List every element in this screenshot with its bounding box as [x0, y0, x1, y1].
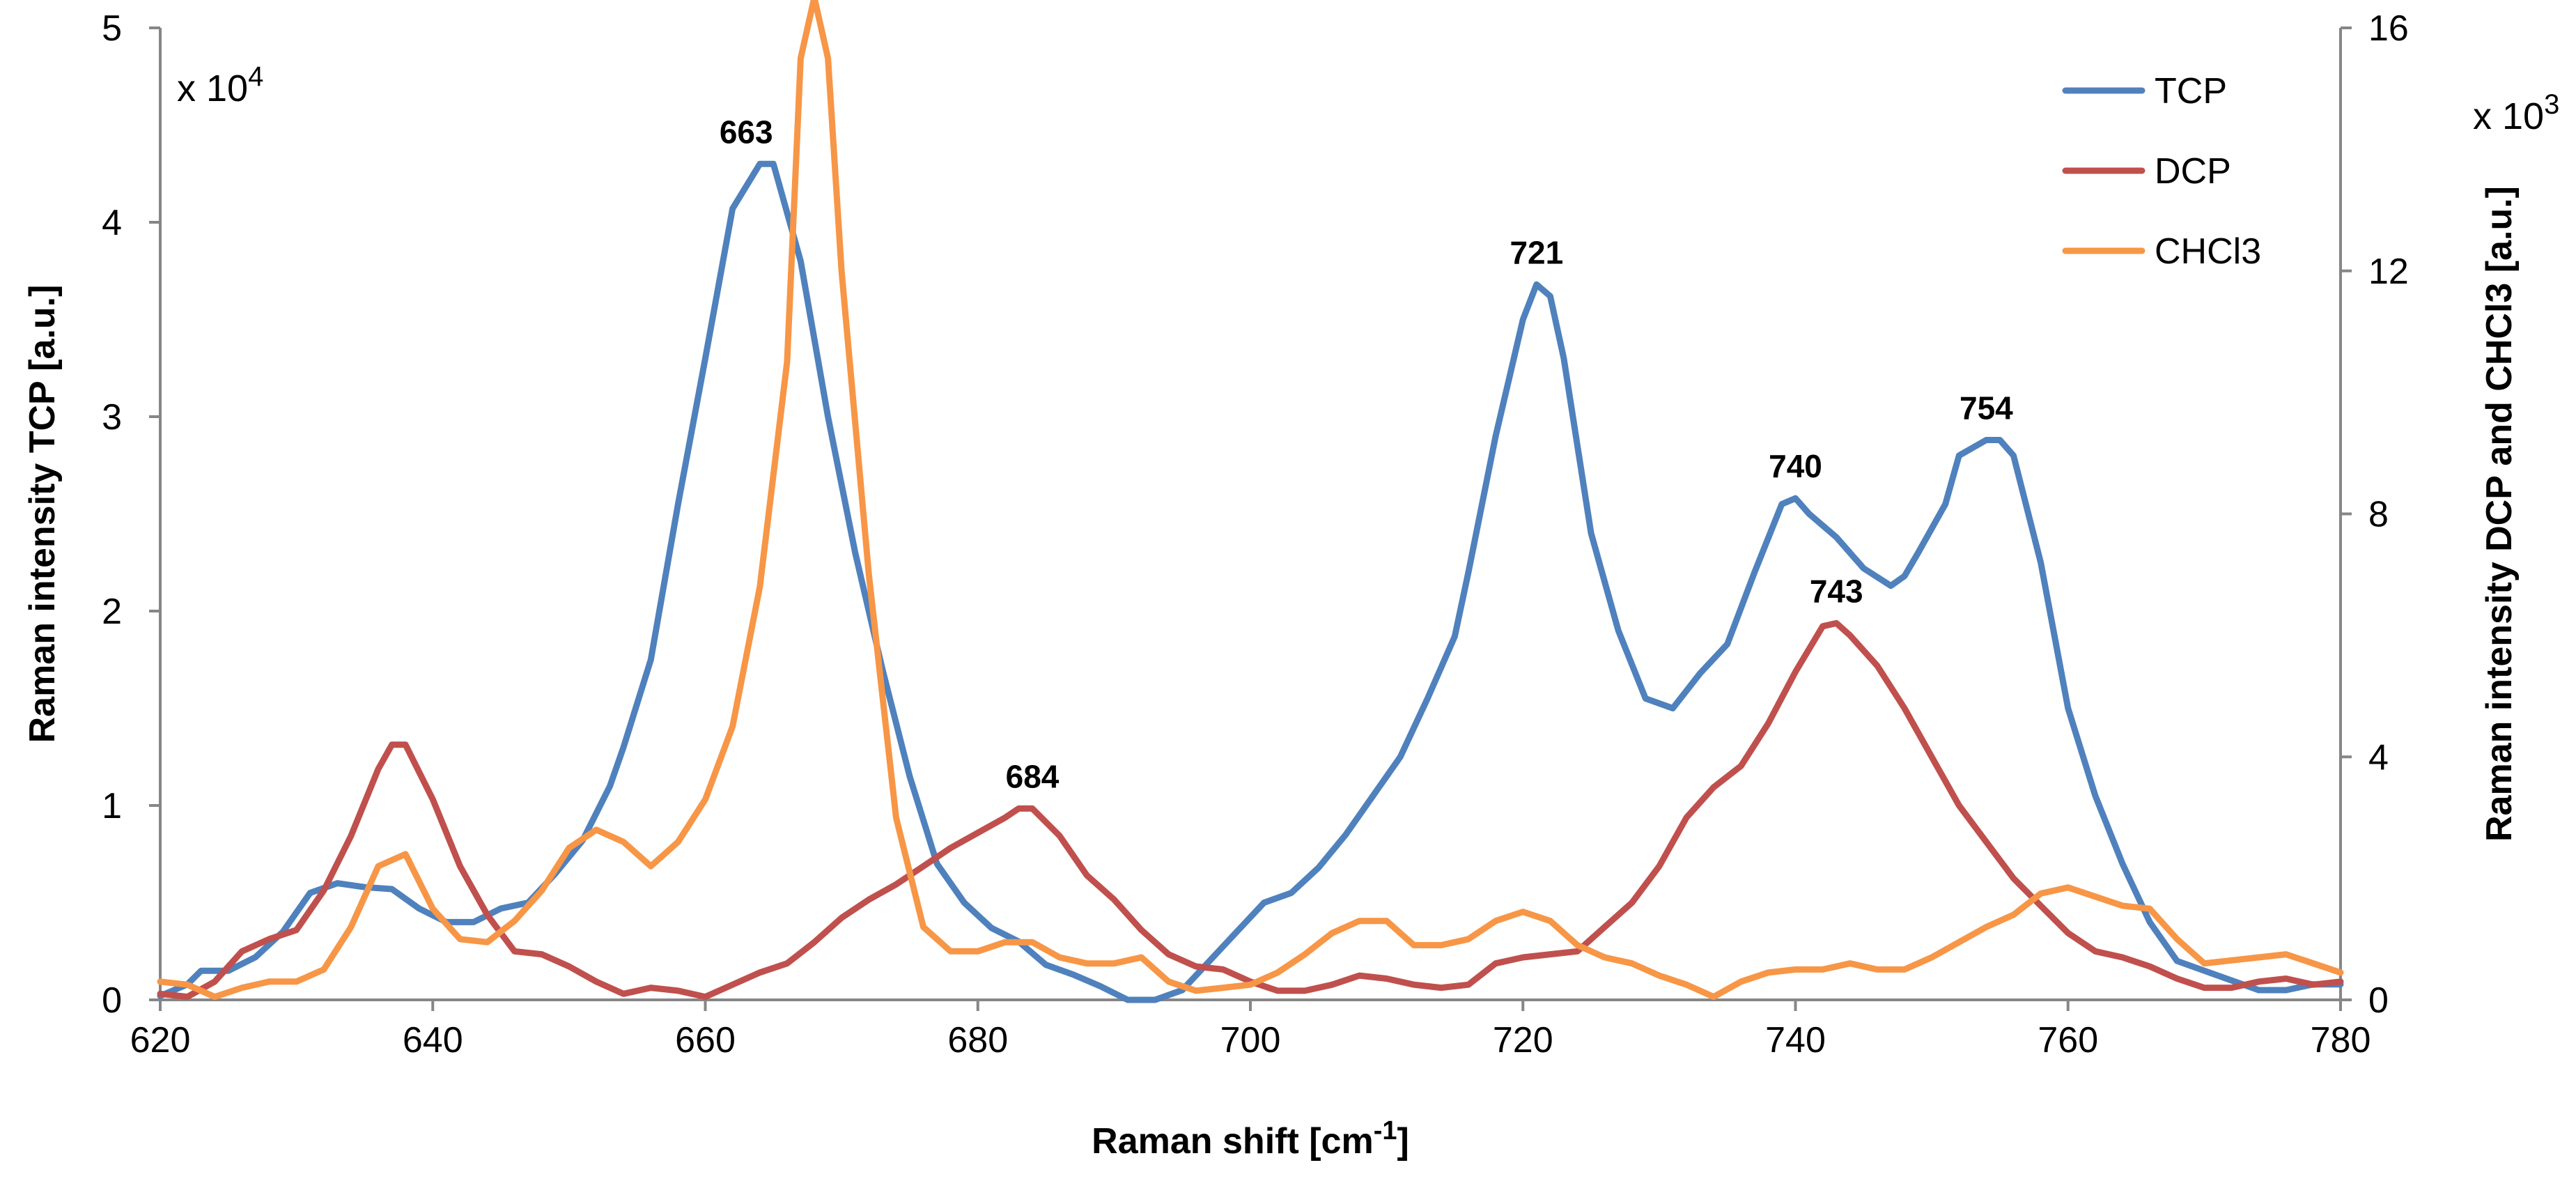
- right-y-tick-label: 16: [2368, 8, 2409, 49]
- peak-label-743: 743: [1810, 573, 1863, 609]
- left-y-tick-label: 2: [102, 592, 122, 632]
- x-tick-label: 760: [2038, 1020, 2098, 1060]
- x-tick-label: 780: [2311, 1020, 2371, 1060]
- left-axis-multiplier: x 104: [177, 61, 263, 109]
- peak-label-663: 663: [720, 114, 773, 150]
- x-tick-label: 660: [675, 1020, 736, 1060]
- peak-label-754: 754: [1960, 389, 2013, 426]
- x-tick-label: 680: [947, 1020, 1008, 1060]
- left-y-axis-title: Raman intensity TCP [a.u.]: [22, 285, 63, 743]
- series-line-chcl3: [157, 0, 2344, 1001]
- x-axis-title: Raman shift [cm-1]: [1092, 1116, 1409, 1162]
- legend: TCP DCP CHCl3: [2062, 71, 2261, 272]
- left-y-tick-label: 4: [102, 203, 122, 243]
- peak-label-721: 721: [1510, 234, 1563, 270]
- legend-label-dcp: DCP: [2155, 151, 2231, 192]
- right-y-tick-label: 4: [2368, 737, 2389, 778]
- left-y-tick-label: 0: [102, 980, 122, 1021]
- peak-label-684: 684: [1006, 758, 1060, 794]
- series-line-dcp: [157, 619, 2344, 1001]
- x-tick-label: 720: [1493, 1020, 1553, 1060]
- x-tick-label: 640: [403, 1020, 463, 1060]
- legend-label-tcp: TCP: [2155, 71, 2227, 111]
- left-y-tick-label: 3: [102, 397, 122, 438]
- x-tick-label: 620: [130, 1020, 191, 1060]
- right-axis-multiplier: x 103: [2473, 89, 2559, 137]
- left-y-tick-label: 1: [102, 786, 122, 826]
- x-tick-label: 740: [1765, 1020, 1826, 1060]
- legend-label-chcl3: CHCl3: [2155, 231, 2261, 272]
- right-y-tick-label: 8: [2368, 495, 2389, 535]
- right-y-tick-label: 0: [2368, 980, 2389, 1021]
- left-y-tick-label: 5: [102, 8, 122, 49]
- series-lines: [157, 0, 2344, 1003]
- right-y-tick-label: 12: [2368, 252, 2409, 292]
- x-tick-label: 700: [1220, 1020, 1281, 1060]
- peak-label-740: 740: [1769, 448, 1822, 484]
- peak-annotations: 663668684721740743754: [720, 114, 2013, 794]
- right-y-axis-title: Raman intensity DCP and CHCl3 [a.u.]: [2479, 186, 2520, 842]
